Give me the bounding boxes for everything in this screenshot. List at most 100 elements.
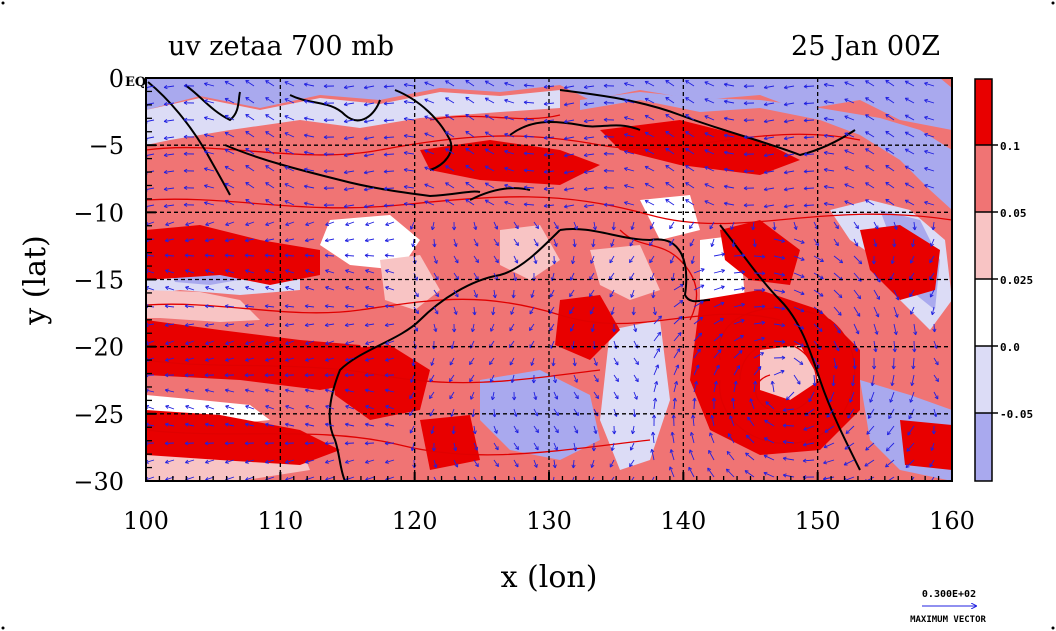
wind-vector — [591, 238, 596, 248]
wind-vector — [224, 131, 235, 138]
wind-vector — [384, 253, 395, 258]
wind-vector — [689, 221, 695, 230]
wind-vector — [383, 135, 395, 140]
wind-vector — [753, 304, 766, 309]
wind-vector — [504, 166, 515, 172]
wind-vector — [930, 306, 935, 316]
wind-vector — [733, 270, 746, 275]
wind-vector — [424, 132, 435, 138]
wind-vector — [864, 459, 875, 467]
wind-vector — [244, 441, 255, 446]
wind-vector — [612, 425, 617, 435]
wind-vector — [530, 289, 535, 298]
wind-vector — [929, 459, 935, 468]
wind-vector — [823, 82, 835, 87]
wind-vector — [265, 114, 275, 121]
wind-vector — [265, 357, 275, 362]
wind-vector — [808, 391, 815, 403]
wind-vector — [793, 357, 804, 365]
max-vector-value: 0.300E+02 — [922, 589, 976, 600]
wind-vector — [324, 238, 335, 243]
x-tick-label-130: 130 — [526, 507, 572, 535]
wind-vector — [265, 340, 275, 346]
wind-vector — [665, 96, 675, 104]
x-axis: 100 110 120 130 140 150 160 — [123, 472, 975, 535]
wind-vector — [323, 101, 335, 106]
wind-vector — [571, 255, 576, 265]
wind-vector — [865, 114, 875, 121]
wind-vector — [573, 425, 579, 434]
wind-vector — [583, 135, 595, 141]
wind-vector — [163, 119, 175, 124]
wind-vector — [164, 441, 175, 446]
wind-vector — [803, 84, 815, 89]
wind-vector — [523, 202, 535, 207]
wind-vector — [553, 425, 559, 434]
wind-vector — [284, 132, 295, 138]
wind-vector — [731, 397, 736, 410]
wind-vector — [512, 391, 517, 401]
wind-vector — [445, 148, 455, 155]
wind-vector — [833, 357, 838, 370]
wind-vector — [204, 99, 215, 104]
wind-vector — [685, 80, 695, 87]
wind-vector — [265, 148, 275, 155]
wind-vector — [344, 253, 355, 258]
wind-vector — [744, 470, 755, 478]
wind-vector — [869, 391, 875, 403]
wind-vector — [409, 391, 415, 400]
wind-vector — [844, 183, 855, 189]
wind-vector — [651, 414, 657, 427]
wind-vector — [205, 269, 215, 274]
wind-vector — [603, 100, 615, 105]
wind-vector — [782, 439, 795, 445]
wind-vector — [693, 381, 698, 393]
wind-vector — [611, 221, 616, 231]
wind-vector — [624, 133, 635, 138]
wind-vector — [245, 181, 255, 189]
wind-vector — [244, 388, 255, 393]
wind-vector — [344, 441, 355, 446]
wind-vector — [184, 304, 195, 309]
wind-vector — [285, 459, 295, 464]
wind-vector — [672, 397, 677, 410]
wind-vector — [453, 255, 459, 264]
wind-vector — [365, 269, 375, 274]
wind-vector — [905, 459, 915, 469]
wind-vector — [833, 323, 841, 334]
wind-vector — [813, 255, 824, 262]
wind-vector — [692, 397, 697, 410]
wind-vector — [403, 133, 415, 139]
wind-vector — [285, 286, 295, 291]
wind-vector — [533, 221, 539, 230]
wind-vector — [673, 381, 679, 393]
wind-vector — [873, 238, 878, 248]
wind-vector — [245, 404, 255, 410]
wind-vector — [733, 365, 741, 376]
wind-vector — [704, 166, 715, 172]
wind-vector — [424, 183, 435, 189]
wind-vector — [204, 388, 215, 393]
color-bar-segment-weak-negative — [975, 346, 992, 413]
wind-vector — [344, 388, 355, 393]
wind-vector — [165, 404, 175, 410]
wind-vector — [323, 84, 335, 89]
wind-vector — [385, 269, 395, 274]
wind-vector — [204, 373, 215, 378]
wind-vector — [264, 322, 275, 328]
x-tick-label-160: 160 — [929, 507, 975, 535]
wind-vector — [323, 152, 335, 157]
wind-vector — [183, 185, 195, 190]
wind-vector — [727, 433, 735, 444]
wind-vector — [224, 80, 235, 87]
wind-vector — [793, 255, 805, 261]
wind-vector — [670, 431, 675, 444]
wind-vector — [493, 238, 499, 247]
wind-vector — [710, 414, 715, 427]
wind-vector — [733, 380, 738, 393]
wind-vector — [523, 117, 535, 122]
wind-vector — [885, 442, 895, 452]
wind-vector — [424, 200, 435, 206]
wind-vector — [183, 168, 195, 173]
wind-vector — [513, 272, 518, 282]
